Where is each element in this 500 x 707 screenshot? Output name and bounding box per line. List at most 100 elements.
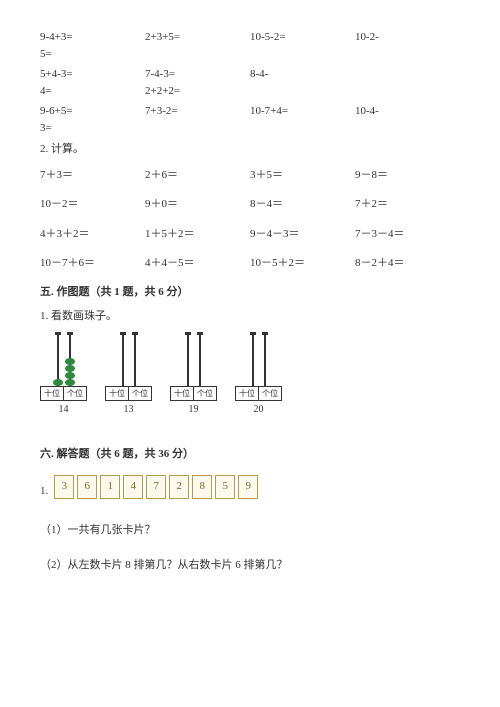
equation-cell: 2＋6＝ [145, 168, 250, 183]
equation-cell: 9－4－3＝ [250, 227, 355, 242]
equation-row: 9-4+3=2+3+5=10-5-2=10-2- [40, 30, 460, 45]
number-card: 2 [169, 475, 189, 499]
equation-cell: 10－2＝ [40, 197, 145, 212]
equation-row: 4＋3＋2＝1＋5＋2＝9－4－3＝7－3－4＝ [40, 227, 460, 242]
ones-label: 个位 [194, 387, 216, 400]
ones-rod [199, 334, 201, 386]
equation-cell: 8－2＋4＝ [355, 256, 460, 271]
equation-cell: 10－5＋2＝ [250, 256, 355, 271]
tens-rod [122, 334, 124, 386]
abacus-number: 19 [189, 403, 199, 417]
number-card: 5 [215, 475, 235, 499]
equation-row: 3= [40, 121, 460, 136]
ones-rod [264, 334, 266, 386]
ones-label: 个位 [259, 387, 281, 400]
tens-label: 十位 [106, 387, 129, 400]
equation-cell [355, 84, 460, 99]
equation-cell [355, 67, 460, 82]
bead [65, 358, 75, 365]
number-cards: 361472859 [54, 475, 258, 499]
equation-row: 4= 2+2+2= [40, 84, 460, 99]
equations-block-2: 7＋3＝2＋6＝3＋5＝9－8＝10－2＝9＋0＝8－4＝7＋2＝4＋3＋2＝1… [40, 168, 460, 272]
equation-cell: 9-4+3= [40, 30, 145, 45]
abacus: 十位个位 19 [170, 334, 217, 417]
equation-row: 5+4-3= 7-4-3= 8-4- [40, 67, 460, 82]
equation-cell: 2+2+2= [145, 84, 250, 99]
equation-cell [250, 84, 355, 99]
equation-cell: 9-6+5= [40, 104, 145, 119]
number-card: 9 [238, 475, 258, 499]
tens-label: 十位 [171, 387, 194, 400]
ones-rod [69, 334, 71, 386]
equation-cell: 10-7+4= [250, 104, 355, 119]
equation-cell: 3＋5＝ [250, 168, 355, 183]
equation-cell: 8－4＝ [250, 197, 355, 212]
equation-row: 10－7＋6＝4＋4－5＝10－5＋2＝8－2＋4＝ [40, 256, 460, 271]
question-2: （2）从左数卡片 8 排第几？从右数卡片 6 排第几？ [40, 558, 460, 573]
equation-row: 9-6+5= 7+3-2=10-7+4= 10-4- [40, 104, 460, 119]
abacus-rods [252, 334, 266, 386]
section6-title: 六. 解答题（共 6 题，共 36 分） [40, 447, 460, 462]
abacus-rods [187, 334, 201, 386]
calc-label: 2. 计算。 [40, 142, 460, 157]
abacus-base: 十位个位 [105, 386, 152, 401]
equation-cell: 2+3+5= [145, 30, 250, 45]
ones-label: 个位 [129, 387, 151, 400]
equation-cell: 9＋0＝ [145, 197, 250, 212]
ones-rod [134, 334, 136, 386]
section6-prefix: 1. [40, 484, 48, 499]
abacus-number: 13 [124, 403, 134, 417]
equation-cell: 10－7＋6＝ [40, 256, 145, 271]
bead [65, 365, 75, 372]
equation-cell: 7－3－4＝ [355, 227, 460, 242]
abacus-rods [122, 334, 136, 386]
tens-rod [252, 334, 254, 386]
equation-cell: 10-5-2= [250, 30, 355, 45]
number-card: 8 [192, 475, 212, 499]
equation-cell: 4＋3＋2＝ [40, 227, 145, 242]
abacus-rods [57, 334, 71, 386]
equation-cell: 1＋5＋2＝ [145, 227, 250, 242]
equations-block-1: 9-4+3=2+3+5=10-5-2=10-2- 5= 5+4-3= 7-4-3= … [40, 30, 460, 136]
equation-row: 10－2＝9＋0＝8－4＝7＋2＝ [40, 197, 460, 212]
abacus-base: 十位个位 [235, 386, 282, 401]
equation-cell: 8-4- [250, 67, 355, 82]
abacus: 十位个位 13 [105, 334, 152, 417]
equation-cell: 5+4-3= [40, 67, 145, 82]
equation-cell: 7＋3＝ [40, 168, 145, 183]
equation-cell: 5= [40, 47, 460, 62]
equation-cell: 3= [40, 121, 460, 136]
tens-rod [57, 334, 59, 386]
abacus-base: 十位个位 [170, 386, 217, 401]
bead [65, 372, 75, 379]
tens-label: 十位 [41, 387, 64, 400]
section5-sub: 1. 看数画珠子。 [40, 309, 460, 324]
abacus: 十位个位 14 [40, 334, 87, 417]
tens-label: 十位 [236, 387, 259, 400]
equation-cell: 7+3-2= [145, 104, 250, 119]
number-card: 6 [77, 475, 97, 499]
equation-cell: 10-4- [355, 104, 460, 119]
number-card: 4 [123, 475, 143, 499]
abacus: 十位个位 20 [235, 334, 282, 417]
equation-cell: 9－8＝ [355, 168, 460, 183]
ones-label: 个位 [64, 387, 86, 400]
equation-cell: 4= [40, 84, 145, 99]
number-card: 3 [54, 475, 74, 499]
number-card: 1 [100, 475, 120, 499]
abacus-base: 十位个位 [40, 386, 87, 401]
equation-cell: 10-2- [355, 30, 460, 45]
tens-rod [187, 334, 189, 386]
equation-cell: 7＋2＝ [355, 197, 460, 212]
abacus-area: 十位个位14十位个位13十位个位19十位个位20 [40, 334, 460, 417]
abacus-number: 20 [254, 403, 264, 417]
bead [65, 379, 75, 386]
number-card: 7 [146, 475, 166, 499]
abacus-number: 14 [59, 403, 69, 417]
question-1: （1）一共有几张卡片？ [40, 523, 460, 538]
equation-cell: 7-4-3= [145, 67, 250, 82]
cards-row: 1. 361472859 [40, 471, 460, 513]
equation-row: 7＋3＝2＋6＝3＋5＝9－8＝ [40, 168, 460, 183]
section5-title: 五. 作图题（共 1 题，共 6 分） [40, 285, 460, 300]
bead [53, 379, 63, 386]
